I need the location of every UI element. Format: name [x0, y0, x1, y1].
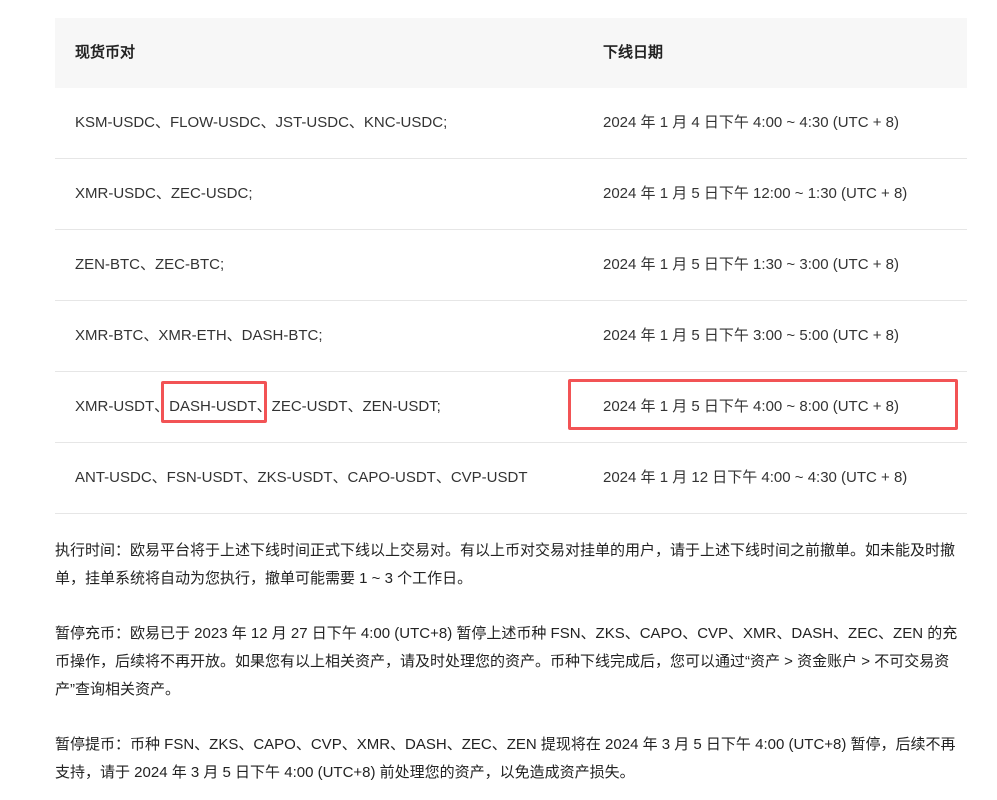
table-row: ANT-USDC、FSN-USDT、ZKS-USDT、CAPO-USDT、CVP… [55, 443, 967, 514]
date-cell: 2024 年 1 月 5 日下午 12:00 ~ 1:30 (UTC + 8) [603, 185, 908, 202]
table-row: XMR-USDT、DASH-USDT、ZEC-USDT、ZEN-USDT; 20… [55, 372, 967, 443]
date-cell: 2024 年 1 月 5 日下午 4:00 ~ 8:00 (UTC + 8) [603, 398, 899, 415]
header-pairs: 现货币对 [75, 44, 136, 61]
pairs-cell: KSM-USDC、FLOW-USDC、JST-USDC、KNC-USDC; [75, 114, 448, 131]
table-header: 现货币对 下线日期 [55, 18, 967, 88]
date-cell: 2024 年 1 月 12 日下午 4:00 ~ 4:30 (UTC + 8) [603, 469, 908, 486]
date-cell: 2024 年 1 月 5 日下午 1:30 ~ 3:00 (UTC + 8) [603, 256, 899, 273]
delisting-table: 现货币对 下线日期 KSM-USDC、FLOW-USDC、JST-USDC、KN… [55, 18, 967, 514]
highlight-box-date [568, 379, 958, 430]
date-cell: 2024 年 1 月 4 日下午 4:00 ~ 4:30 (UTC + 8) [603, 114, 899, 131]
date-cell: 2024 年 1 月 5 日下午 3:00 ~ 5:00 (UTC + 8) [603, 327, 899, 344]
table-row: KSM-USDC、FLOW-USDC、JST-USDC、KNC-USDC; 20… [55, 88, 967, 159]
pairs-cell: ANT-USDC、FSN-USDT、ZKS-USDT、CAPO-USDT、CVP… [75, 469, 528, 486]
table-row: XMR-USDC、ZEC-USDC; 2024 年 1 月 5 日下午 12:0… [55, 159, 967, 230]
table-row: XMR-BTC、XMR-ETH、DASH-BTC; 2024 年 1 月 5 日… [55, 301, 967, 372]
execution-time-paragraph: 执行时间：欧易平台将于上述下线时间正式下线以上交易对。有以上币对交易对挂单的用户… [55, 542, 956, 587]
withdrawal-suspension-paragraph: 暂停提币：币种 FSN、ZKS、CAPO、CVP、XMR、DASH、ZEC、ZE… [55, 736, 956, 781]
pairs-cell: ZEN-BTC、ZEC-BTC; [75, 256, 225, 273]
header-date: 下线日期 [603, 44, 664, 61]
table-row: ZEN-BTC、ZEC-BTC; 2024 年 1 月 5 日下午 1:30 ~… [55, 230, 967, 301]
pairs-cell: XMR-USDT、DASH-USDT、ZEC-USDT、ZEN-USDT; [75, 398, 441, 415]
pairs-cell: XMR-USDC、ZEC-USDC; [75, 185, 253, 202]
highlight-box-dash-usdt [161, 381, 267, 423]
pairs-cell: XMR-BTC、XMR-ETH、DASH-BTC; [75, 327, 323, 344]
deposit-suspension-paragraph: 暂停充币：欧易已于 2023 年 12 月 27 日下午 4:00 (UTC+8… [55, 625, 958, 698]
